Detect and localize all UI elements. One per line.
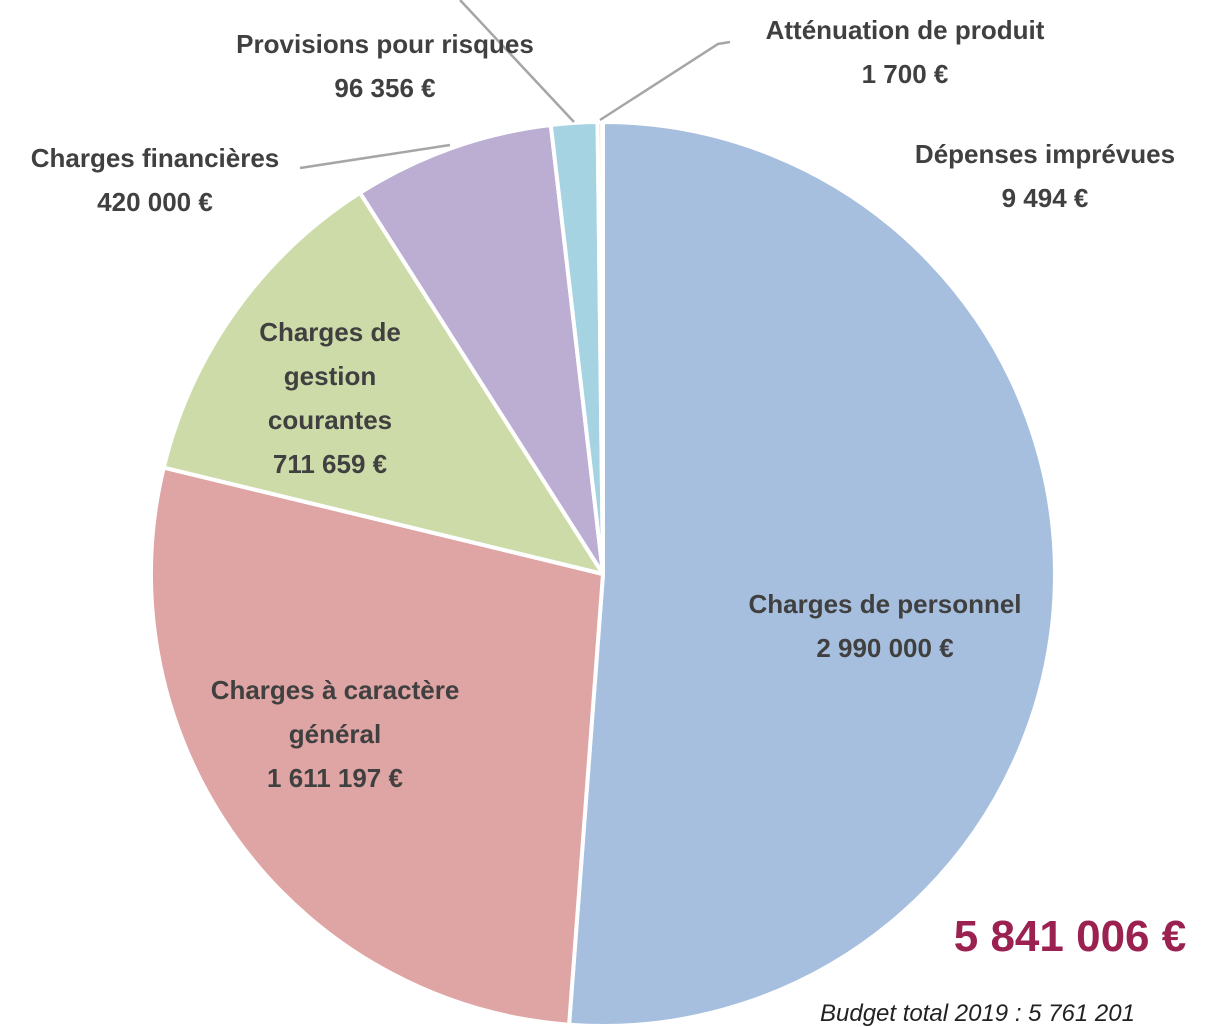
category-name: Provisions pour risques bbox=[236, 29, 534, 59]
leader-line bbox=[459, 0, 575, 123]
slice-label: Provisions pour risques 96 356 € bbox=[205, 22, 565, 110]
value-label: 2 990 000 € bbox=[816, 633, 954, 663]
total-label: 5 841 006 € bbox=[953, 912, 1187, 961]
slice-label: Charges à caractère général 1 611 197 € bbox=[170, 668, 500, 800]
category-name: Charges financières bbox=[30, 143, 280, 173]
slices bbox=[149, 120, 1057, 1027]
category-name: Dépenses imprévues bbox=[914, 139, 1176, 169]
pie-slice bbox=[149, 465, 605, 1027]
leader-line bbox=[299, 143, 451, 170]
pie-slice bbox=[567, 120, 1057, 1027]
slice-label: Charges de personnel 2 990 000 € bbox=[675, 582, 1095, 670]
slice-label: Charges de gestion courantes 711 659 € bbox=[230, 310, 430, 486]
slice-label: Dépenses imprévues 9 494 € bbox=[885, 132, 1205, 220]
value-label: 96 356 € bbox=[334, 73, 436, 103]
category-name: Charges de personnel bbox=[748, 589, 1022, 619]
pie-slice bbox=[600, 120, 605, 576]
category-name: Atténuation de produit bbox=[765, 15, 1045, 45]
note: Budget total 2019 : 5 761 201 bbox=[820, 1000, 1135, 1027]
category-name: Charges de gestion courantes bbox=[259, 317, 401, 435]
value-label: 1 700 € bbox=[861, 59, 949, 89]
value-label: 420 000 € bbox=[97, 187, 213, 217]
slice-label: Atténuation de produit 1 700 € bbox=[725, 8, 1085, 96]
value-label: 1 611 197 € bbox=[267, 763, 403, 793]
pie-slice bbox=[358, 123, 605, 576]
category-name: Charges à caractère général bbox=[210, 675, 460, 749]
leader-line bbox=[599, 40, 731, 122]
value-label: 9 494 € bbox=[1001, 183, 1089, 213]
value-label: 711 659 € bbox=[272, 449, 388, 479]
slice-label: Charges financières 420 000 € bbox=[0, 136, 315, 224]
pie-slice bbox=[161, 190, 605, 576]
